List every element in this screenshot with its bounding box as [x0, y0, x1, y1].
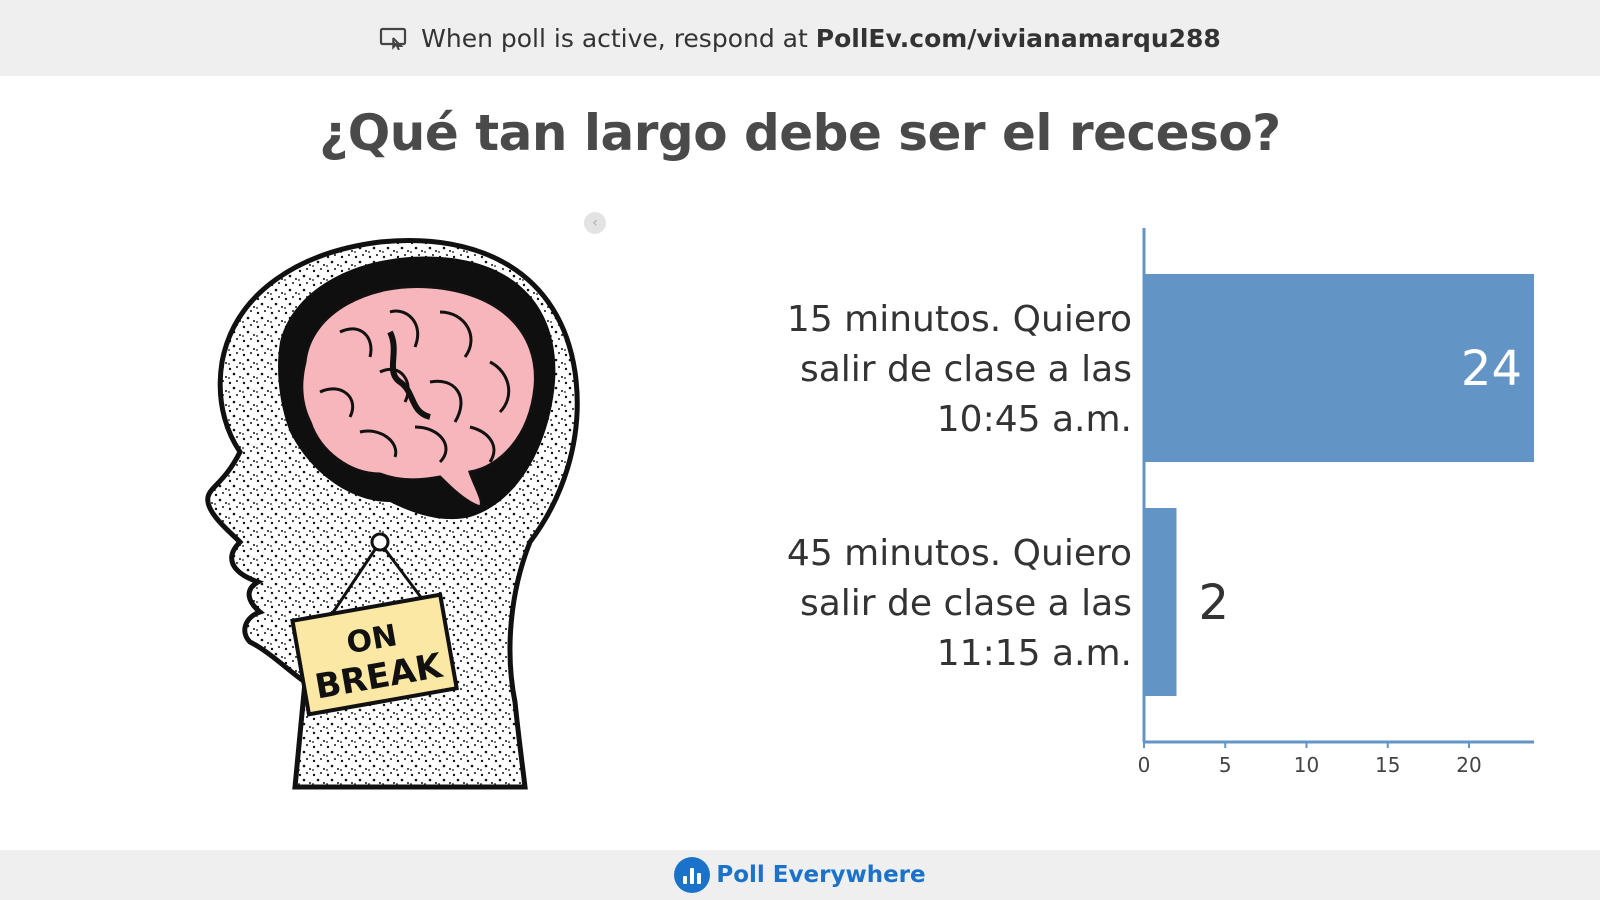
category-label-1-2: 11:15 a.m. [937, 633, 1132, 674]
category-label-0-2: 10:45 a.m. [937, 399, 1132, 440]
question-image: ON BREAK [200, 212, 620, 820]
footer-bar: Poll Everywhere [0, 850, 1600, 900]
category-label-1-1: salir de clase a las [800, 583, 1132, 624]
results-chart: 24 15 minutos. Quiero salir de clase a las… [780, 228, 1580, 798]
category-label-0-1: salir de clase a las [800, 349, 1132, 390]
bar-chart-svg: 24 15 minutos. Quiero salir de clase a las… [787, 228, 1534, 777]
x-tick-label-0: 0 [1138, 753, 1151, 777]
bar-0 [1144, 274, 1534, 462]
response-url[interactable]: PollEv.com/vivianamarqu288 [815, 23, 1221, 53]
x-tick-label-3: 15 [1375, 753, 1400, 777]
bar-value-0: 24 [1461, 341, 1522, 397]
bar-1 [1144, 508, 1177, 696]
category-label-0-0: 15 minutos. Quiero [787, 299, 1132, 340]
collapse-image-button[interactable]: ‹ [584, 212, 606, 234]
x-tick-label-2: 10 [1294, 753, 1319, 777]
poll-question-title: ¿Qué tan largo debe ser el receso? [319, 104, 1281, 162]
screen-share-icon [380, 27, 407, 50]
bar-value-1: 2 [1199, 575, 1230, 631]
response-instruction: When poll is active, respond at [421, 23, 808, 53]
brand-name: Poll Everywhere [716, 862, 926, 888]
category-label-1-0: 45 minutos. Quiero [787, 533, 1132, 574]
x-tick-label-1: 5 [1219, 753, 1232, 777]
sign-text-on: ON [344, 618, 400, 661]
brain-on-break-illustration: ON BREAK [205, 238, 580, 790]
x-tick-label-4: 20 [1456, 753, 1481, 777]
response-banner: When poll is active, respond at PollEv.c… [0, 0, 1600, 76]
poll-everywhere-logo-icon [674, 857, 711, 893]
